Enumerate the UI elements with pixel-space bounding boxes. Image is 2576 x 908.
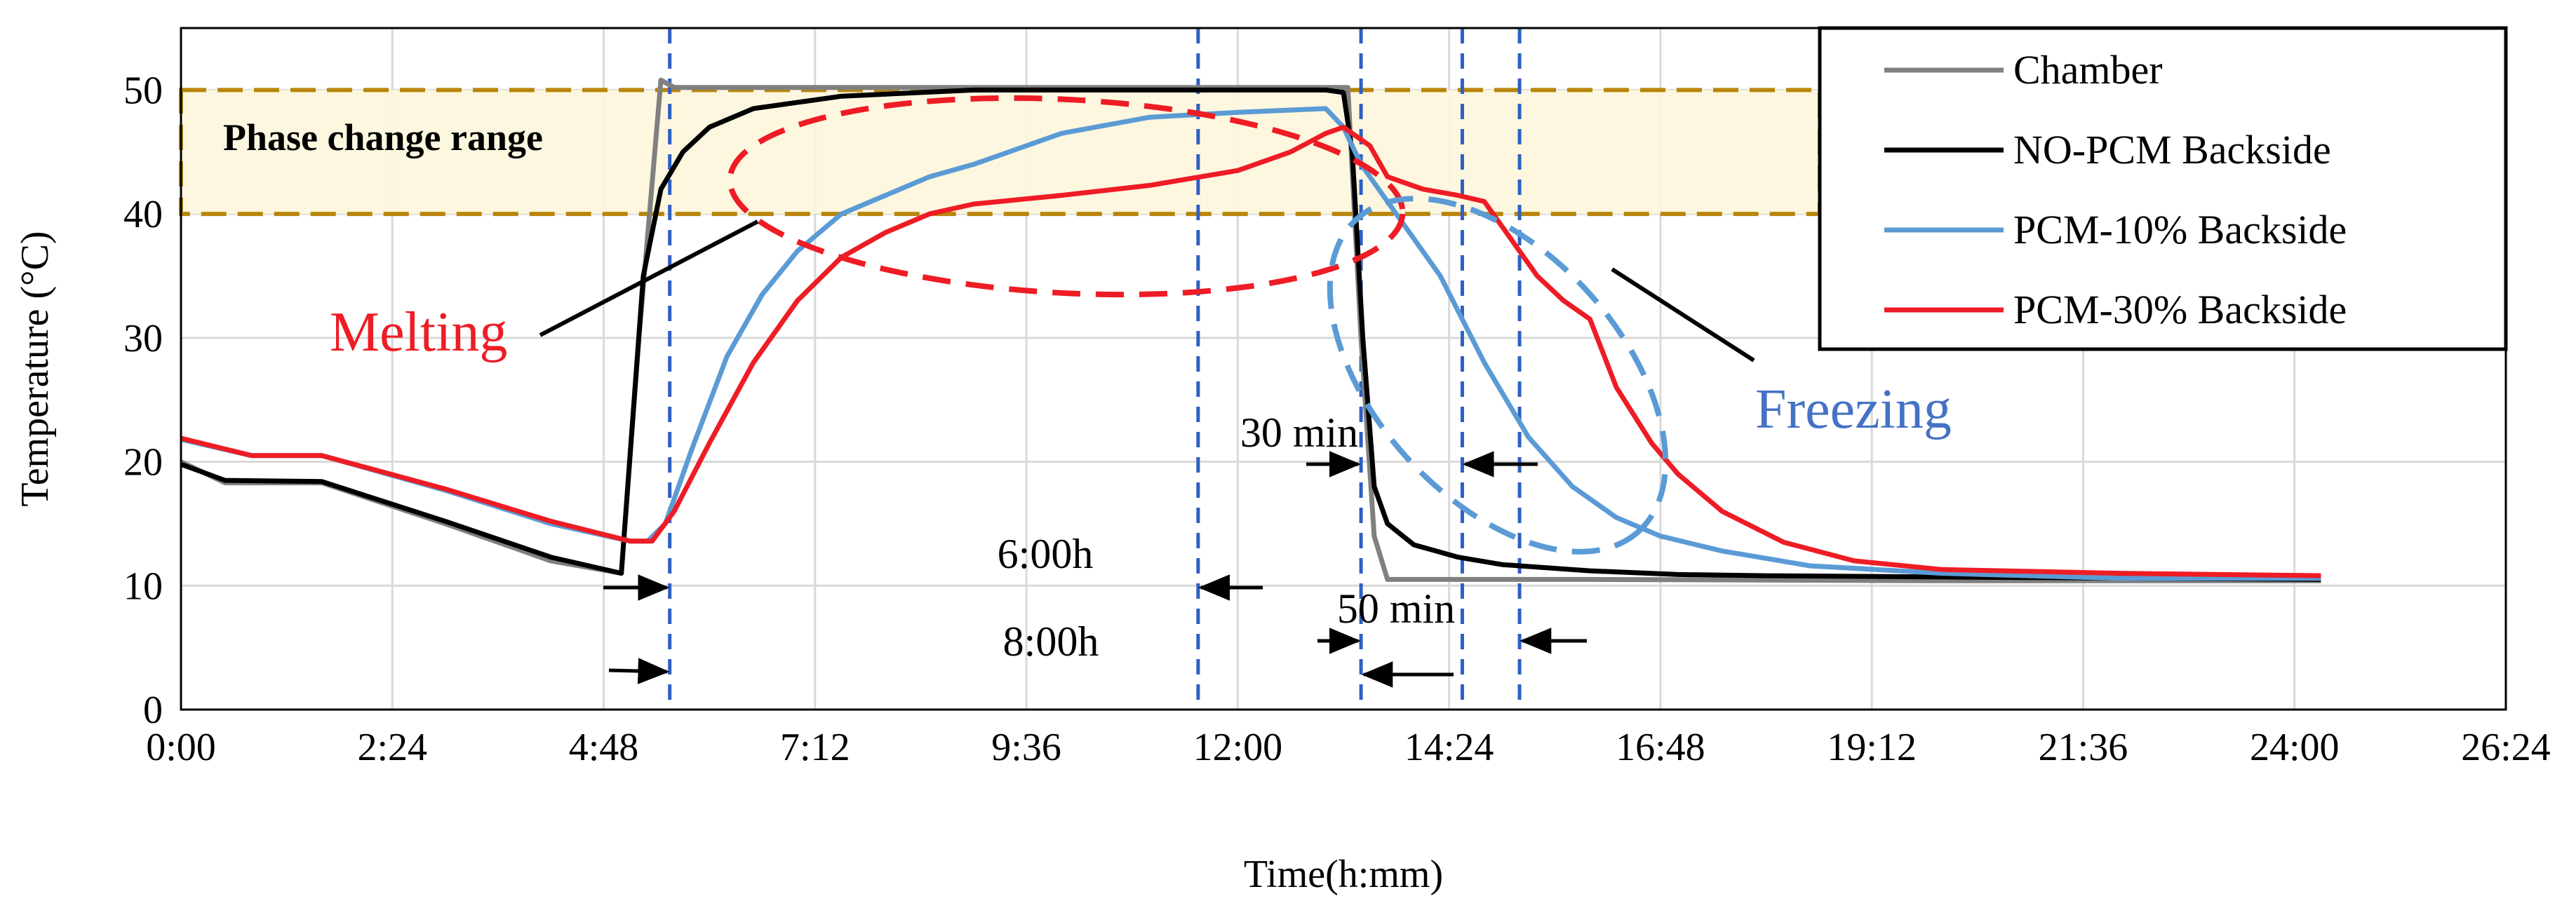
- freezing-leader: [1611, 267, 1755, 362]
- legend-label: Chamber: [2013, 47, 2163, 93]
- melting-leader: [539, 219, 759, 337]
- melting-ellipse: [727, 95, 1406, 298]
- x-tick-label: 19:12: [1827, 726, 1917, 769]
- legend-label: PCM-10% Backside: [2013, 207, 2347, 252]
- legend-label: PCM-30% Backside: [2013, 287, 2347, 332]
- y-tick-label: 20: [123, 441, 163, 485]
- phase-change-label: Phase change range: [223, 116, 543, 158]
- legend-box: [1818, 26, 2508, 351]
- x-tick-label: 21:36: [2039, 726, 2128, 769]
- x-tick-label: 24:00: [2250, 726, 2340, 769]
- x-tick-label: 16:48: [1616, 726, 1705, 769]
- 8h-arrow-left: [608, 658, 670, 684]
- legend-label: NO-PCM Backside: [2013, 127, 2331, 172]
- x-tick-label: 0:00: [146, 726, 216, 769]
- y-tick-label: 0: [143, 689, 163, 732]
- y-tick-label: 40: [123, 193, 163, 236]
- y-tick-label: 10: [123, 564, 163, 608]
- plot-area-border: [180, 27, 2507, 711]
- 30min-label: 30 min: [1240, 409, 1358, 456]
- 6h-label: 6:00h: [998, 531, 1094, 577]
- y-axis-title: Temperature (°C): [13, 231, 57, 506]
- x-axis-title: Time(h:mm): [1244, 853, 1443, 896]
- y-tick-label: 50: [123, 69, 163, 112]
- series-line-pcm-30-backside: [180, 124, 2321, 578]
- x-tick-label: 2:24: [357, 726, 427, 769]
- y-tick-label: 30: [123, 317, 163, 360]
- freezing-label: Freezing: [1755, 379, 1952, 440]
- x-tick-label: 14:24: [1404, 726, 1494, 769]
- x-tick-label: 26:24: [2461, 726, 2551, 769]
- series-line-no-pcm-backside: [180, 87, 2321, 582]
- x-tick-label: 9:36: [991, 726, 1061, 769]
- melting-label: Melting: [330, 301, 507, 363]
- x-tick-label: 12:00: [1193, 726, 1283, 769]
- 8h-label: 8:00h: [1003, 618, 1099, 665]
- x-tick-label: 4:48: [569, 726, 639, 769]
- x-tick-label: 7:12: [780, 726, 850, 769]
- freezing-ellipse: [1327, 196, 1669, 555]
- 50min-label: 50 min: [1337, 585, 1455, 632]
